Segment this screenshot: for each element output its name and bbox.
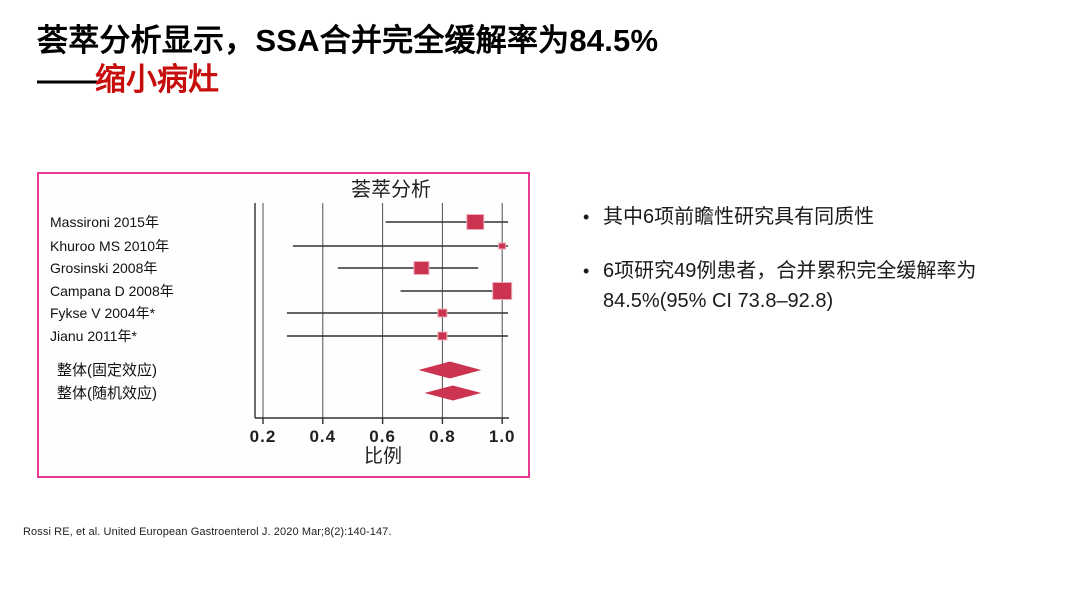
study-label: Khuroo MS 2010年 [50, 238, 169, 254]
bullet-dot: • [583, 261, 590, 281]
overall-diamond [418, 361, 482, 379]
bullet-line: 6项研究49例患者，合并累积完全缓解率为 [603, 260, 977, 282]
effect-square [437, 331, 448, 341]
x-tick-label: 0.4 [309, 427, 336, 446]
slide-header: 荟萃分析显示，SSA合并完全缓解率为84.5% ——缩小病灶 [37, 21, 658, 99]
x-tick-label: 1.0 [489, 427, 516, 446]
effect-square [492, 282, 513, 300]
chart-title: 荟萃分析 [351, 178, 431, 201]
study-label: Massironi 2015年 [50, 214, 159, 230]
page-title: 荟萃分析显示，SSA合并完全缓解率为84.5% [37, 23, 659, 58]
page-subtitle: ——缩小病灶 [37, 60, 658, 99]
x-tick-label: 0.2 [250, 427, 277, 446]
bullet-line: 其中6项前瞻性研究具有同质性 [603, 206, 875, 228]
study-label: Campana D 2008年 [50, 283, 174, 299]
bullet-text: 其中6项前瞻性研究具有同质性 [603, 202, 1033, 232]
x-tick-label: 0.6 [369, 427, 396, 446]
bullet-text: 6项研究49例患者，合并累积完全缓解率为 84.5%(95% CI 73.8–9… [603, 256, 1033, 316]
effect-square [498, 242, 507, 250]
subtitle-dash: —— [37, 62, 97, 97]
citation: Rossi RE, et al. United European Gastroe… [23, 526, 392, 538]
effect-square [466, 214, 485, 230]
list-item: • 6项研究49例患者，合并累积完全缓解率为 84.5%(95% CI 73.8… [583, 256, 1033, 316]
list-item: • 其中6项前瞻性研究具有同质性 [583, 202, 1033, 232]
overall-label: 整体(固定效应) [57, 361, 157, 379]
forest-plot-panel: 0.2 0.4 0.6 0.8 1.0 荟萃分析比例 Massironi 2015年 Khur… [37, 172, 530, 478]
study-label: Jianu 2011年* [50, 328, 137, 344]
effect-square [437, 308, 448, 318]
subtitle-text: 缩小病灶 [95, 62, 219, 97]
study-label: Fykse V 2004年* [50, 305, 156, 321]
key-points-list: • 其中6项前瞻性研究具有同质性 • 6项研究49例患者，合并累积完全缓解率为 … [583, 202, 1033, 316]
effect-square [413, 261, 430, 275]
bullet-dot: • [583, 207, 590, 227]
x-tick-label: 0.8 [429, 427, 456, 446]
study-label: Grosinski 2008年 [50, 260, 157, 276]
bullet-line: 84.5%(95% CI 73.8–92.8) [603, 290, 834, 312]
overall-diamond [424, 385, 482, 401]
x-axis-title: 比例 [364, 445, 402, 467]
overall-label: 整体(随机效应) [57, 384, 157, 402]
